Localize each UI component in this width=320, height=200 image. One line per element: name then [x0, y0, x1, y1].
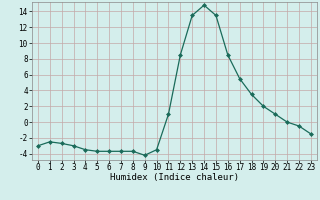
X-axis label: Humidex (Indice chaleur): Humidex (Indice chaleur) [110, 173, 239, 182]
